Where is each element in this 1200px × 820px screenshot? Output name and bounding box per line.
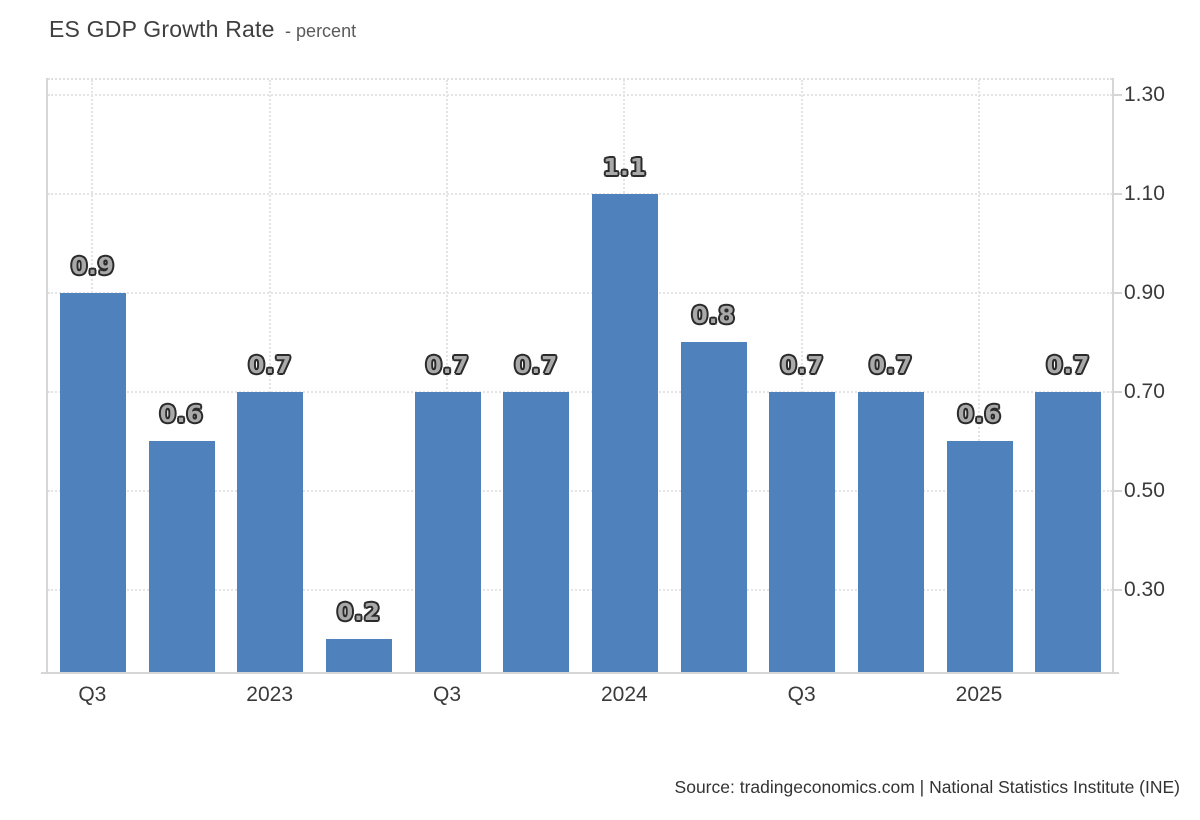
y-tick-label: 0.90	[1124, 280, 1165, 304]
bar-value-label: 0.9	[71, 253, 115, 280]
bar-2023-Q4[interactable]	[503, 391, 570, 672]
v-gridline	[446, 80, 448, 672]
y-tick-mark	[1112, 588, 1122, 591]
y-tick-label: 0.30	[1124, 577, 1165, 601]
bar-2023-Q2[interactable]	[326, 639, 392, 672]
h-gridline	[48, 489, 1112, 492]
y-axis-line-left	[46, 78, 48, 674]
bar-value-label: 0.7	[514, 352, 559, 379]
bar-2022-Q4[interactable]	[148, 441, 215, 672]
bar-value-label: 0.7	[780, 352, 825, 379]
x-tick-label: Q3	[78, 683, 107, 706]
y-tick-label: 1.10	[1124, 181, 1165, 205]
bar-2025-Q1[interactable]	[946, 441, 1013, 672]
plot-area: 0.9 0.6 0.7 0.2 0.7 0.7 1.1 0.8 0.7 0.7 0.6 0.7	[41, 78, 1122, 674]
y-tick-mark	[1112, 291, 1122, 294]
v-gridline	[978, 80, 980, 672]
h-gridline	[48, 291, 1112, 294]
bar-value-label: 0.8	[691, 303, 736, 330]
x-tick-label: Q3	[432, 683, 461, 706]
y-axis-line	[1112, 78, 1114, 674]
bar-value-label: 0.2	[337, 600, 381, 627]
y-tick-label: 0.70	[1124, 379, 1165, 403]
bar-value-label: 1.1	[603, 154, 647, 181]
y-tick-label: 0.50	[1124, 478, 1165, 502]
bar-2023-Q1[interactable]	[237, 391, 304, 672]
chart-title: ES GDP Growth Rate	[49, 16, 275, 42]
y-tick-mark	[1112, 489, 1122, 492]
x-axis-line	[41, 672, 1119, 674]
h-gridline	[48, 93, 1112, 96]
bar-2024-Q2[interactable]	[680, 342, 747, 672]
h-gridline	[48, 588, 1112, 591]
v-gridline	[268, 80, 271, 672]
bar-2024-Q1[interactable]	[592, 193, 658, 672]
bar-value-label: 0.7	[425, 352, 470, 379]
v-gridline	[800, 80, 803, 672]
y-tick-mark	[1112, 93, 1122, 96]
bar-2024-Q4[interactable]	[858, 391, 924, 672]
x-tick-label: 2023	[246, 683, 294, 706]
bar-2023-Q3[interactable]	[414, 391, 481, 672]
bar-2024-Q3[interactable]	[769, 391, 836, 672]
plot-top-border	[48, 78, 1112, 80]
y-tick-mark	[1112, 192, 1122, 195]
y-tick-mark	[1112, 390, 1122, 393]
source-credit: Source: tradingeconomics.com | National …	[674, 777, 1180, 797]
y-tick-label: 1.30	[1124, 82, 1165, 106]
chart-subtitle: - percent	[285, 21, 357, 41]
bar-value-label: 0.7	[869, 352, 913, 379]
bar-2025-Q2[interactable]	[1035, 391, 1102, 672]
bar-value-label: 0.6	[159, 402, 204, 429]
x-tick-label: 2025	[955, 683, 1003, 706]
bar-value-label: 0.7	[248, 352, 293, 379]
bar-value-label: 0.7	[1046, 352, 1091, 379]
h-gridline	[48, 192, 1112, 195]
bar-2022-Q3[interactable]	[60, 292, 126, 672]
bar-value-label: 0.6	[957, 402, 1002, 429]
x-tick-label: 2024	[600, 683, 648, 706]
h-gridline	[48, 390, 1112, 393]
chart-header: ES GDP Growth Rate - percent	[49, 16, 356, 43]
x-tick-label: Q3	[787, 683, 816, 706]
